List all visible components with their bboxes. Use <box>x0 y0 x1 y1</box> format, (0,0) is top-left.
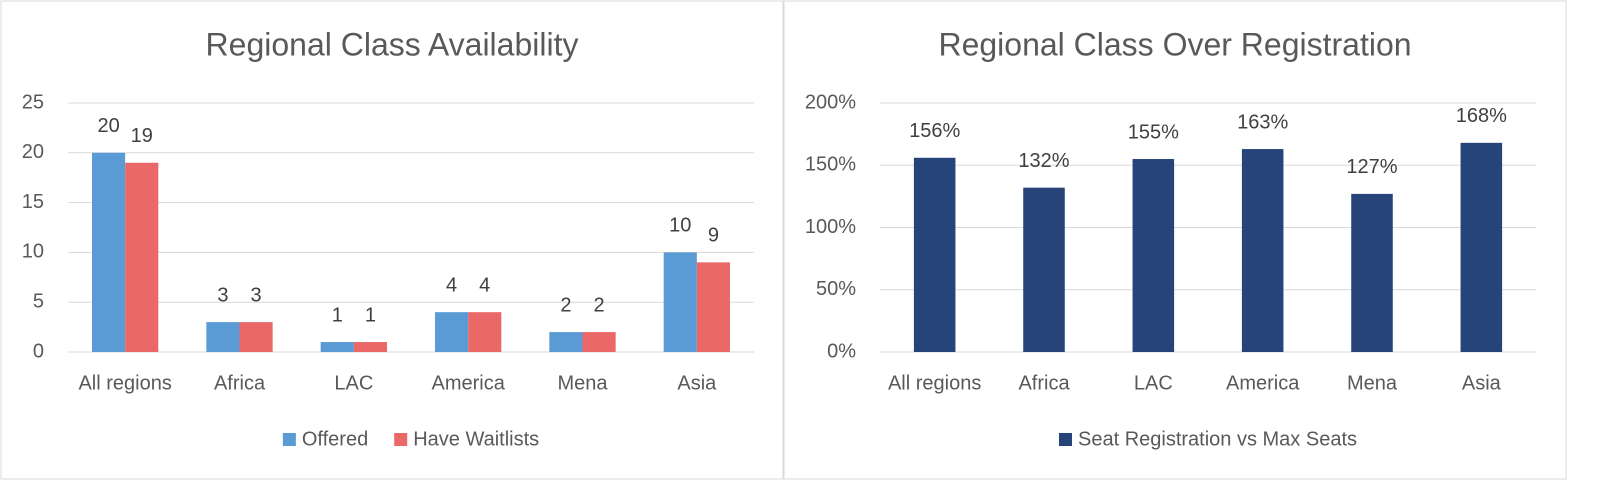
x-tick-label: All regions <box>888 372 981 394</box>
y-tick-label: 50% <box>816 278 856 300</box>
bar <box>353 342 387 352</box>
bar <box>1351 193 1393 352</box>
data-label: 156% <box>909 120 960 142</box>
x-tick-label: America <box>1226 372 1300 394</box>
data-label: 163% <box>1237 111 1288 133</box>
legend: Offered Have Waitlists <box>282 428 539 450</box>
y-tick-label: 15 <box>22 191 44 213</box>
x-tick-label: Asia <box>1462 372 1502 394</box>
bar <box>1460 142 1503 352</box>
bar <box>913 157 956 352</box>
y-tick-label: 150% <box>805 154 856 176</box>
bar <box>468 312 502 352</box>
bar <box>696 262 730 352</box>
bar <box>1241 149 1284 352</box>
bar <box>239 322 273 352</box>
x-tick-label: All regions <box>78 372 171 394</box>
bar <box>435 312 469 352</box>
chart-title: Regional Class Over Registration <box>938 26 1411 62</box>
x-tick-label: LAC <box>1134 372 1173 394</box>
bar <box>582 332 616 352</box>
x-tick-label: Mena <box>1347 372 1398 394</box>
data-label: 1 <box>365 304 376 326</box>
legend-label: Seat Registration vs Max Seats <box>1078 428 1357 450</box>
legend: Seat Registration vs Max Seats <box>1058 428 1357 450</box>
bar <box>206 322 240 352</box>
y-tick-label: 200% <box>805 91 856 113</box>
y-tick-label: 0 <box>33 340 44 362</box>
bar <box>320 342 354 352</box>
data-label: 20 <box>97 115 119 137</box>
data-label: 2 <box>560 294 571 316</box>
data-label: 1 <box>332 304 343 326</box>
y-tick-label: 0% <box>827 340 856 362</box>
y-tick-label: 25 <box>22 91 44 113</box>
y-tick-label: 100% <box>805 216 856 238</box>
legend-swatch <box>394 433 408 446</box>
y-tick-label: 5 <box>33 290 44 312</box>
y-tick-label: 10 <box>22 241 44 263</box>
data-label: 9 <box>708 225 719 247</box>
legend-swatch <box>282 433 296 446</box>
bar <box>1023 187 1065 352</box>
bar <box>1132 159 1175 352</box>
y-tick-label: 20 <box>22 141 44 163</box>
bar <box>125 162 159 352</box>
x-tick-label: Africa <box>1018 372 1070 394</box>
data-label: 3 <box>251 284 262 306</box>
x-tick-label: Mena <box>557 372 608 394</box>
bar <box>549 332 583 352</box>
data-label: 127% <box>1346 156 1397 178</box>
data-label: 155% <box>1128 121 1179 143</box>
x-tick-label: Asia <box>677 372 717 394</box>
data-label: 132% <box>1018 150 1069 172</box>
bar <box>92 152 126 352</box>
bar <box>663 252 697 352</box>
data-label: 4 <box>479 274 490 296</box>
panel <box>783 0 1567 480</box>
x-tick-label: LAC <box>334 372 373 394</box>
x-tick-label: America <box>431 372 505 394</box>
legend-swatch <box>1058 433 1072 446</box>
chart-title: Regional Class Availability <box>206 26 579 62</box>
legend-label: Have Waitlists <box>413 428 539 450</box>
data-label: 19 <box>131 125 153 147</box>
data-label: 2 <box>594 294 605 316</box>
x-tick-label: Africa <box>214 372 266 394</box>
data-label: 4 <box>446 274 457 296</box>
data-label: 3 <box>217 284 228 306</box>
data-label: 10 <box>669 215 691 237</box>
data-label: 168% <box>1456 105 1507 127</box>
legend-label: Offered <box>302 428 368 450</box>
